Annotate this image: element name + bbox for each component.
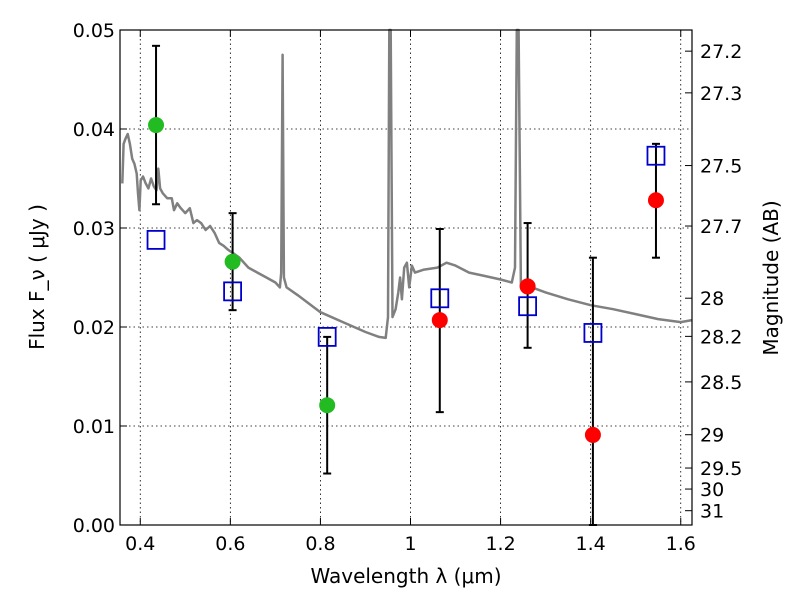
y-tick-label: 0.03 bbox=[73, 218, 115, 240]
data-point-circle bbox=[224, 253, 241, 270]
data-point-circle bbox=[519, 278, 536, 295]
x-tick-label: 1.4 bbox=[576, 533, 606, 555]
y-tick-label: 0.01 bbox=[73, 416, 115, 438]
x-tick-label: 0.4 bbox=[125, 533, 155, 555]
x-tick-label: 1.6 bbox=[666, 533, 696, 555]
data-point-square bbox=[223, 281, 242, 302]
right-tick-label: 29 bbox=[700, 425, 724, 447]
x-axis-label: Wavelength λ (μm) bbox=[310, 564, 501, 588]
right-tick-label: 27.3 bbox=[700, 83, 742, 105]
y-tick-label: 0.05 bbox=[73, 20, 115, 42]
photometry-points bbox=[146, 44, 666, 526]
data-point-square bbox=[430, 288, 450, 309]
data-point-square bbox=[317, 326, 337, 347]
right-tick-label: 30 bbox=[700, 479, 724, 501]
data-point-square bbox=[583, 323, 603, 343]
y-axis-label: Flux F_ν ( μJy ) bbox=[25, 204, 49, 350]
right-tick-label: 28.2 bbox=[700, 326, 742, 348]
right-tick-label: 27.5 bbox=[700, 156, 742, 178]
x-tick-label: 0.8 bbox=[305, 533, 335, 555]
right-tick-label: 28.5 bbox=[700, 372, 742, 394]
right-tick-label: 28 bbox=[700, 288, 724, 310]
spectrum-series bbox=[121, 28, 693, 340]
data-point-circle bbox=[431, 312, 448, 329]
x-tick-labels: 0.4 0.6 0.8 1 1.2 1.4 1.6 bbox=[125, 533, 696, 555]
data-point-square bbox=[518, 296, 538, 317]
right-tick-label: 27.7 bbox=[700, 216, 742, 238]
y-tick-label: 0.04 bbox=[73, 119, 115, 141]
data-point-circle bbox=[584, 426, 601, 443]
gridlines bbox=[120, 29, 692, 526]
data-point-circle bbox=[148, 117, 165, 134]
y-tick-label: 0.02 bbox=[73, 317, 115, 339]
data-point-square bbox=[146, 229, 166, 250]
axis-ticks bbox=[120, 29, 692, 526]
y-tick-label: 0.00 bbox=[73, 515, 115, 537]
right-tick-label: 29.5 bbox=[700, 458, 742, 480]
plot-frame bbox=[119, 29, 693, 526]
data-point-circle bbox=[319, 397, 336, 414]
x-tick-label: 1.2 bbox=[485, 533, 515, 555]
right-axis-label: Magnitude (AB) bbox=[759, 200, 783, 355]
data-point-square bbox=[646, 145, 666, 166]
data-point-circle bbox=[647, 192, 664, 209]
y-tick-labels: 0.00 0.01 0.02 0.03 0.04 0.05 bbox=[73, 20, 115, 537]
x-tick-label: 1 bbox=[404, 533, 416, 555]
right-tick-label: 31 bbox=[700, 501, 724, 523]
x-tick-label: 0.6 bbox=[215, 533, 245, 555]
spectrum-line bbox=[121, 28, 693, 340]
right-tick-label: 27.2 bbox=[700, 41, 742, 63]
